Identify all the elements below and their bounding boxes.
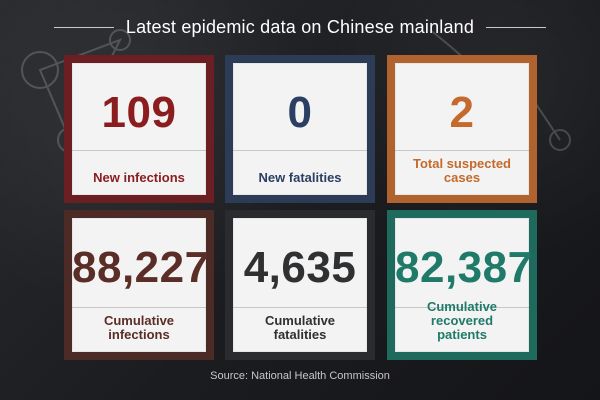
stat-card-inner: 88,227 Cumulative infections	[72, 218, 210, 352]
stat-label: Total suspected cases	[412, 156, 511, 185]
stat-card-new-fatalities: 0 New fatalities	[225, 55, 375, 203]
stat-card-inner: 109 New infections	[72, 63, 206, 195]
stat-value: 82,387	[395, 243, 533, 292]
stat-divider	[395, 150, 529, 151]
stat-label: Cumulative recovered patients	[426, 299, 498, 342]
stat-card-cumulative-recovered-patients: 82,387 Cumulative recovered patients	[387, 210, 537, 360]
stat-card-inner: 4,635 Cumulative fatalities	[233, 218, 367, 352]
stat-divider	[72, 150, 206, 151]
header: Latest epidemic data on Chinese mainland	[0, 12, 600, 42]
stat-card-total-suspected-cases: 2 Total suspected cases	[387, 55, 537, 203]
stat-card-cumulative-infections: 88,227 Cumulative infections	[64, 210, 214, 360]
stat-card-inner: 0 New fatalities	[233, 63, 367, 195]
stat-value: 2	[449, 88, 475, 137]
stat-value: 4,635	[243, 243, 357, 292]
header-left-line	[53, 26, 114, 28]
stat-value: 0	[287, 88, 313, 137]
page-title: Latest epidemic data on Chinese mainland	[125, 16, 475, 37]
stat-divider	[72, 307, 206, 308]
stat-value: 88,227	[72, 243, 210, 292]
stat-divider	[233, 150, 367, 151]
source-footer: Source: National Health Commission	[210, 370, 390, 382]
stat-label: New infections	[93, 170, 185, 185]
stat-card-inner: 82,387 Cumulative recovered patients	[395, 218, 533, 352]
stat-divider	[233, 307, 367, 308]
stat-label: New fatalities	[258, 170, 342, 185]
stat-divider	[395, 307, 529, 308]
header-right-line	[486, 26, 547, 28]
stat-value: 109	[101, 88, 177, 137]
stat-card-new-infections: 109 New infections	[64, 55, 214, 203]
stat-card-cumulative-fatalities: 4,635 Cumulative fatalities	[225, 210, 375, 360]
stat-card-inner: 2 Total suspected cases	[395, 63, 529, 195]
stat-label: Cumulative infections	[103, 313, 175, 342]
stat-label: Cumulative fatalities	[264, 313, 336, 342]
